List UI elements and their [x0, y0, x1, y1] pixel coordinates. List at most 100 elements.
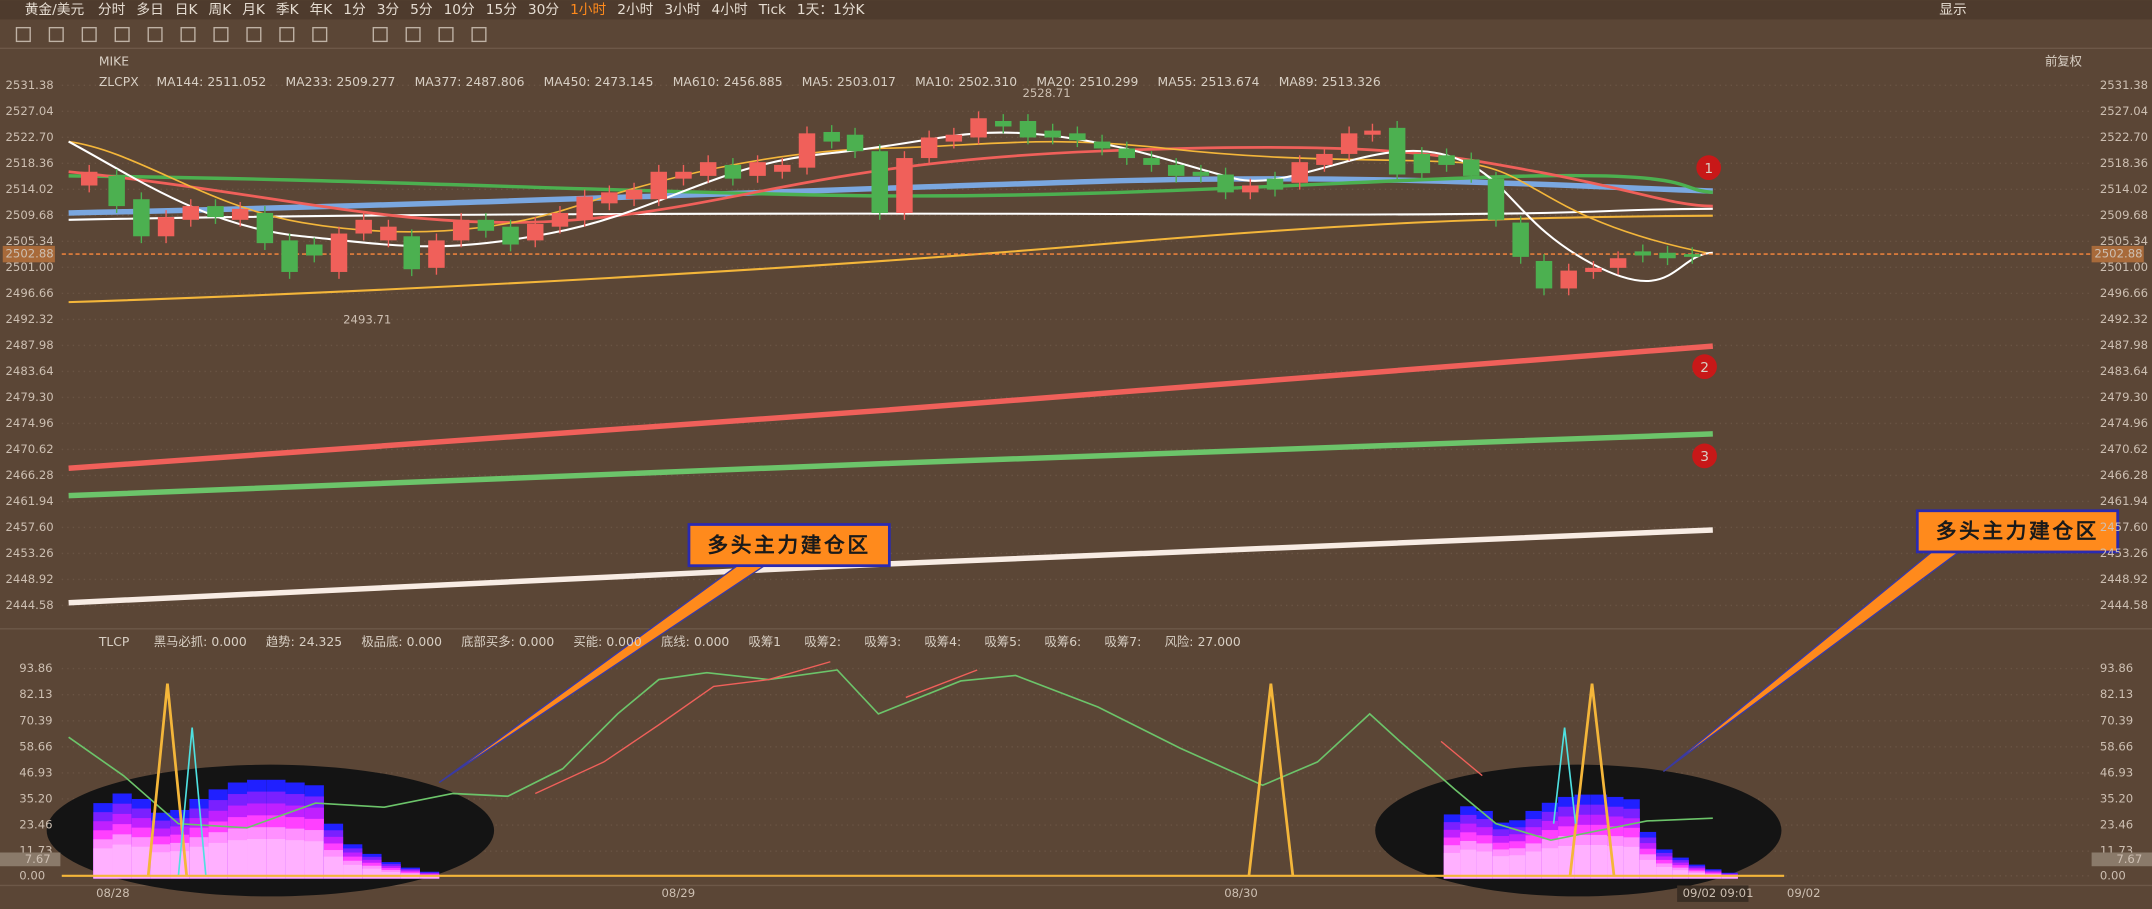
- sub-value: 0.000: [519, 635, 554, 649]
- callout-box: [687, 523, 891, 568]
- heat-block: [362, 868, 382, 879]
- sub-label: 风险:: [1165, 634, 1194, 649]
- cursor-time: 09/02 09:01: [1683, 886, 1754, 900]
- price-tick: 2457.60: [2100, 520, 2148, 534]
- period-tab[interactable]: 2小时: [617, 2, 653, 18]
- period-tab[interactable]: 3分: [377, 2, 400, 18]
- tool-icon[interactable]: [438, 26, 454, 43]
- price-tick: 2509.68: [5, 208, 53, 222]
- heat-block: [131, 846, 151, 879]
- heat-block: [1443, 852, 1461, 879]
- sub-label: 吸筹7:: [1105, 635, 1142, 649]
- period-tab[interactable]: 季K: [276, 2, 300, 18]
- price-tick: 2453.26: [2100, 546, 2148, 560]
- sub-tick: 70.39: [19, 713, 52, 727]
- date-label: 09/02: [1787, 886, 1821, 900]
- tool-icon[interactable]: [279, 26, 295, 43]
- period-tab[interactable]: 日K: [175, 2, 199, 18]
- adjust-mode[interactable]: 前复权: [2045, 53, 2082, 68]
- candle-body: [601, 192, 618, 204]
- period-tab[interactable]: 月K: [242, 2, 266, 18]
- tool-icon[interactable]: [471, 26, 487, 43]
- ma-line: [68, 207, 1713, 221]
- period-tab[interactable]: 10分: [444, 2, 475, 18]
- price-tick: 2522.70: [2100, 130, 2148, 144]
- indicator-name[interactable]: MIKE: [99, 54, 129, 68]
- period-tab[interactable]: 15分: [486, 2, 517, 18]
- period-tab[interactable]: 分时: [98, 2, 126, 18]
- candle-body: [1560, 270, 1577, 289]
- candle-body: [108, 175, 125, 207]
- period-tab[interactable]: 3小时: [664, 2, 700, 18]
- price-tick: 2527.04: [5, 104, 53, 118]
- heat-block: [1607, 845, 1624, 879]
- period-tab[interactable]: 4小时: [712, 2, 748, 18]
- period-tab[interactable]: 周K: [208, 2, 232, 18]
- tool-icon[interactable]: [81, 26, 97, 43]
- tool-icon[interactable]: [372, 26, 388, 43]
- candle-body: [774, 164, 791, 172]
- period-tab[interactable]: 5分: [410, 2, 433, 18]
- candles: [80, 111, 1701, 296]
- period-tab[interactable]: 年K: [310, 2, 334, 18]
- period-tab[interactable]: Tick: [758, 2, 786, 18]
- ma-label: MA10:: [915, 75, 954, 89]
- callout: [438, 509, 2120, 784]
- price-tick: 2487.98: [5, 338, 53, 352]
- indicator-line: [534, 661, 1483, 795]
- tool-icon[interactable]: [180, 26, 196, 43]
- tool-icon[interactable]: [48, 26, 64, 43]
- candle-body: [1192, 171, 1210, 176]
- price-tick: 2514.02: [5, 182, 53, 196]
- period-tab[interactable]: 1分: [343, 2, 366, 18]
- ma-value: 2487.806: [466, 75, 525, 89]
- heat-block: [93, 848, 113, 879]
- display-menu[interactable]: 显示: [1939, 2, 1966, 18]
- ma-label: MA377:: [415, 75, 462, 89]
- tool-icon[interactable]: [213, 26, 229, 43]
- date-label: 08/28: [96, 886, 130, 900]
- ma-value: 2510.299: [1079, 75, 1138, 89]
- price-tick: 2514.02: [2100, 182, 2148, 196]
- heat-block: [1639, 859, 1657, 879]
- candle-body: [1683, 254, 1701, 257]
- period-tab[interactable]: 多日: [136, 1, 163, 18]
- tool-icon[interactable]: [312, 26, 328, 43]
- sub-badge: [2091, 852, 2152, 867]
- tool-icon[interactable]: [405, 26, 421, 43]
- heat-block: [1541, 848, 1559, 879]
- sub-tick: 23.46: [2100, 818, 2133, 832]
- candle-body: [1044, 130, 1061, 138]
- period-tab[interactable]: 1小时: [570, 2, 606, 18]
- candle-body: [1217, 174, 1234, 193]
- ma-label: MA55:: [1158, 75, 1197, 89]
- candle-body: [1364, 130, 1381, 135]
- price-tick: 2466.28: [5, 468, 53, 482]
- ma-value: 2511.052: [207, 75, 266, 89]
- candle-body: [798, 133, 816, 168]
- price-tick: 2466.28: [2100, 468, 2148, 482]
- candle-body: [1242, 185, 1259, 193]
- heat-block: [266, 839, 286, 879]
- heat-block: [208, 842, 228, 879]
- heat-block: [1721, 876, 1738, 879]
- period-tab[interactable]: 30分: [528, 2, 559, 18]
- tool-icon[interactable]: [15, 26, 31, 43]
- tool-icon[interactable]: [246, 26, 262, 43]
- tool-icon[interactable]: [114, 26, 130, 43]
- heat-block: [323, 856, 344, 879]
- candle-body: [1609, 258, 1627, 268]
- sub-label: 趋势:: [266, 635, 295, 649]
- ma-name[interactable]: ZLCPX: [99, 75, 139, 89]
- symbol[interactable]: 黄金/美元: [25, 2, 85, 18]
- period-tab[interactable]: 1天：1分K: [797, 2, 866, 18]
- price-tick: 2501.00: [5, 260, 53, 274]
- candle-body: [846, 134, 864, 152]
- heat-block: [285, 840, 305, 879]
- tool-icon[interactable]: [147, 26, 163, 43]
- heat-block: [1509, 855, 1526, 879]
- price-tick: 2474.96: [2100, 416, 2148, 430]
- indicator-name[interactable]: TLCP: [98, 635, 130, 649]
- heat-block: [1590, 844, 1608, 879]
